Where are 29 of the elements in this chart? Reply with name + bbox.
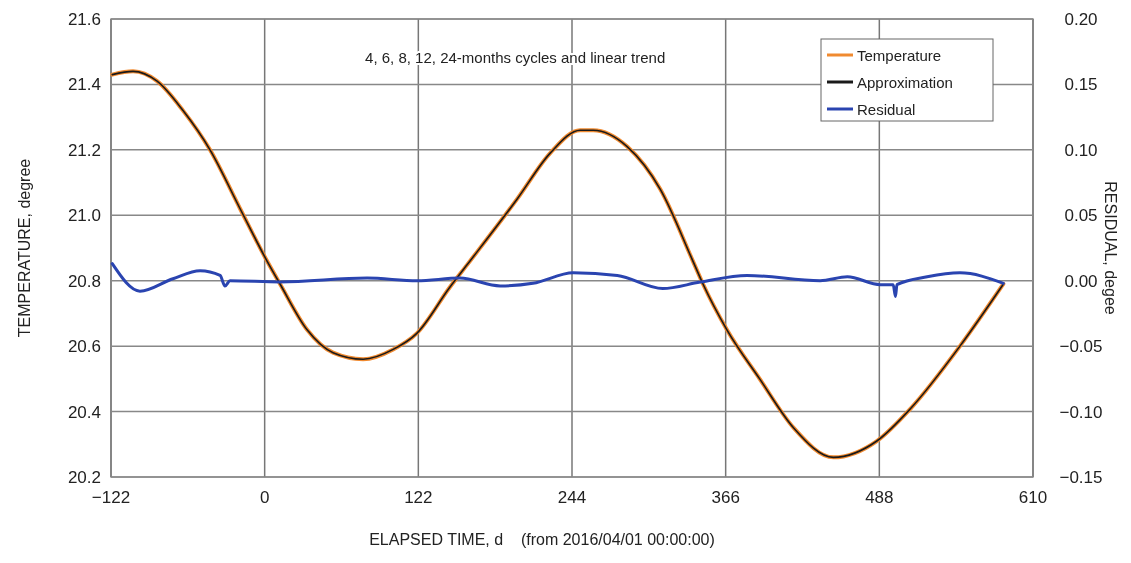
y2-axis-title: RESIDUAL, degee bbox=[1102, 181, 1119, 315]
y2-tick-label: 0.15 bbox=[1064, 75, 1098, 95]
legend-label: Residual bbox=[857, 101, 916, 118]
y-tick-label: 21.2 bbox=[67, 140, 101, 160]
y2-tick-label: −0.15 bbox=[1059, 468, 1103, 487]
x-tick-label: 122 bbox=[404, 488, 433, 507]
y-tick-label: 20.6 bbox=[67, 337, 101, 357]
y2-tick-label: −0.10 bbox=[1059, 402, 1103, 422]
x-tick-label: −122 bbox=[91, 488, 131, 507]
legend-label: Temperature bbox=[857, 47, 942, 64]
legend-label: Approximation bbox=[857, 74, 953, 91]
x-tick-label: 0 bbox=[259, 488, 270, 507]
y-axis-title: TEMPERATURE, degree bbox=[16, 158, 33, 338]
x-tick-label: 488 bbox=[865, 488, 894, 507]
x-axis-title: ELAPSED TIME, d (from 2016/04/01 00:00:00) bbox=[369, 531, 715, 548]
x-tick-label: 610 bbox=[1018, 488, 1048, 507]
y2-tick-label: 0.05 bbox=[1064, 206, 1098, 226]
y-tick-label: 20.4 bbox=[67, 402, 101, 422]
y2-tick-label: −0.05 bbox=[1059, 337, 1103, 357]
y-tick-label: 20.8 bbox=[67, 271, 101, 291]
y2-tick-label: 0.00 bbox=[1064, 271, 1098, 291]
x-tick-label: 244 bbox=[557, 488, 587, 507]
y2-tick-label: 0.10 bbox=[1064, 140, 1098, 160]
y-tick-label: 20.2 bbox=[67, 468, 101, 487]
y-tick-label: 21.6 bbox=[67, 10, 101, 29]
y-tick-label: 21.0 bbox=[67, 206, 101, 226]
y2-tick-label: 0.20 bbox=[1064, 10, 1098, 29]
y-tick-label: 21.4 bbox=[67, 75, 101, 95]
x-tick-label: 366 bbox=[711, 488, 740, 507]
